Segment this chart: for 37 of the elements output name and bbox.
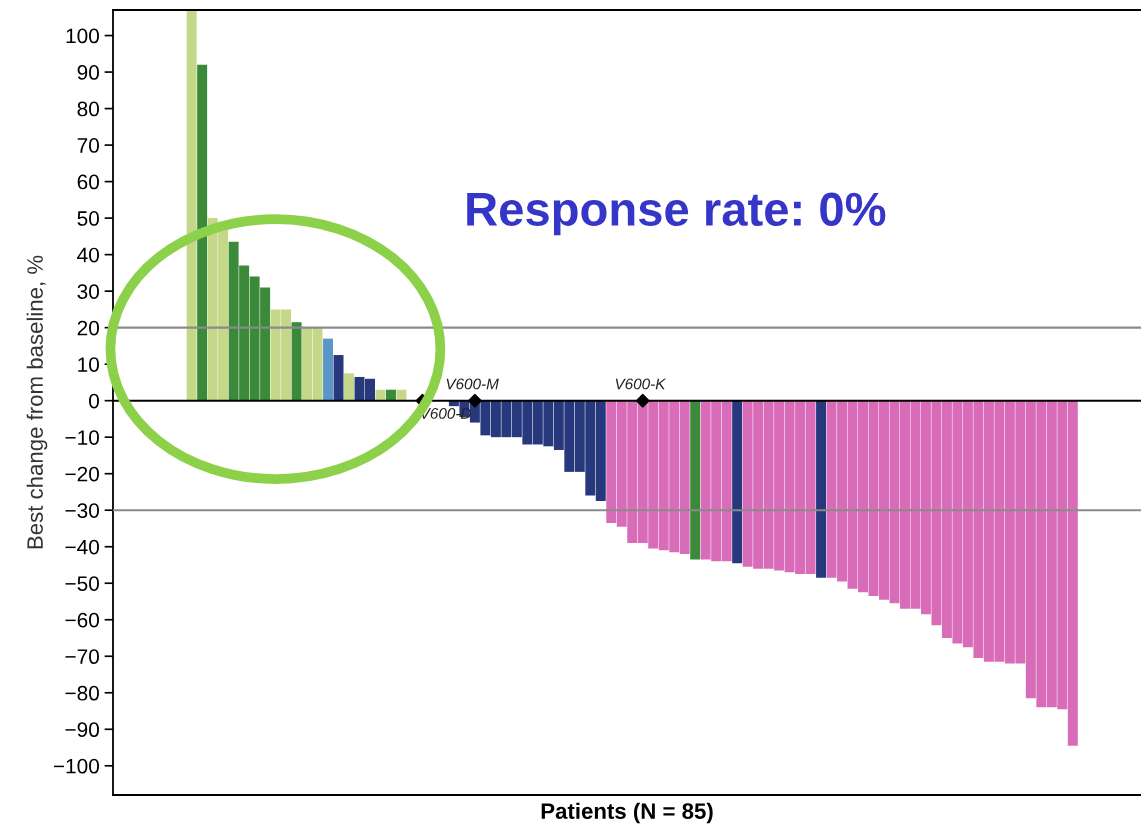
- y-tick-label: −70: [65, 649, 99, 665]
- y-tick-label: 30: [77, 284, 99, 299]
- y-tick-label: 80: [77, 101, 99, 117]
- bar: [816, 400, 827, 578]
- data-label: V600-K: [615, 378, 666, 390]
- y-axis-title: Best change from baseline, %: [26, 255, 48, 549]
- bar: [396, 389, 407, 401]
- y-tick-label: 60: [77, 174, 99, 190]
- y-tick-label: 50: [77, 211, 99, 226]
- y-tick-label: 100: [66, 28, 99, 44]
- bar: [344, 373, 354, 401]
- bar: [333, 355, 344, 401]
- y-tick-label: −90: [65, 722, 99, 738]
- y-tick-label: 90: [77, 65, 99, 80]
- y-tick-label: 10: [78, 357, 99, 372]
- y-tick-label: 0: [89, 393, 99, 409]
- bar: [197, 64, 208, 401]
- y-tick-label: −80: [65, 685, 99, 701]
- y-tick-label: 70: [77, 138, 99, 153]
- bar: [732, 400, 743, 564]
- bar: [690, 400, 701, 560]
- y-tick-label: −40: [65, 539, 99, 555]
- y-tick-label: −20: [65, 466, 99, 482]
- y-tick-label: 40: [77, 247, 99, 263]
- bar: [291, 322, 302, 401]
- bar: [386, 389, 396, 401]
- y-tick-label: −10: [65, 430, 99, 445]
- annotation: Response rate: 0%: [467, 192, 886, 236]
- y-tick-label: −30: [65, 503, 99, 518]
- y-tick-label: −100: [53, 758, 99, 774]
- y-tick-label: 20: [77, 320, 99, 336]
- x-axis-title: Patients (N = 85): [541, 802, 713, 824]
- y-tick-label: −50: [65, 576, 99, 591]
- bar: [186, 10, 197, 401]
- y-tick-label: −60: [65, 612, 99, 628]
- data-label: V600-M: [446, 378, 499, 390]
- bar: [323, 338, 334, 401]
